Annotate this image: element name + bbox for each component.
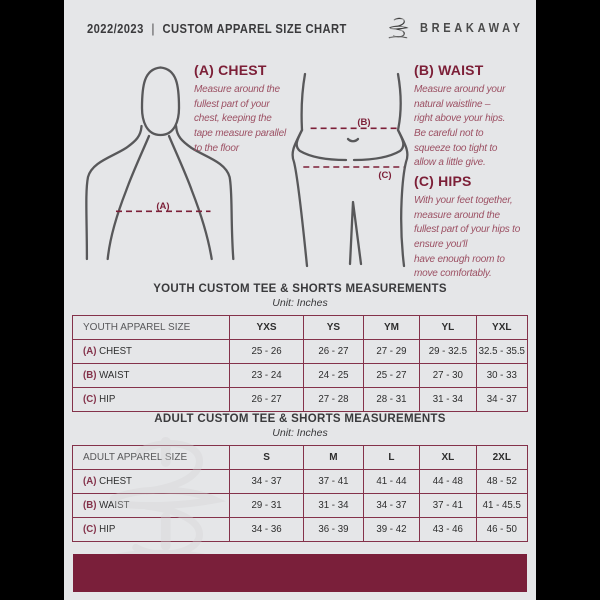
svg-text:(A): (A) — [156, 201, 169, 212]
svg-text:(B): (B) — [357, 117, 370, 128]
svg-text:(C): (C) — [378, 170, 391, 181]
